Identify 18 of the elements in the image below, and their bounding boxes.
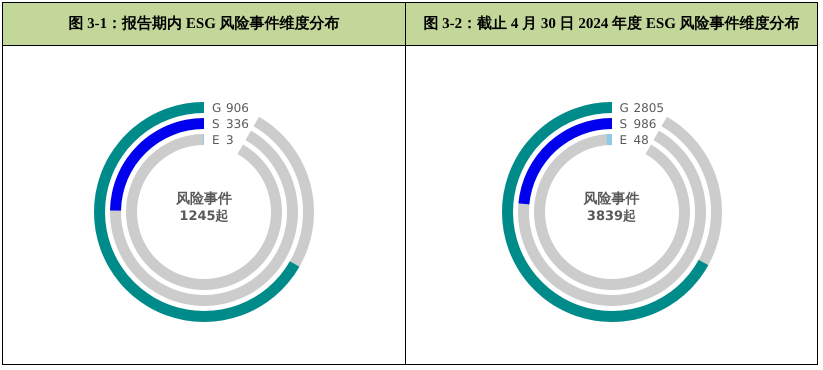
category-label: S [212,117,220,131]
data-label: 336 [226,117,249,131]
data-label: 2805 [634,101,664,115]
text: 图 3-2：截止 4 月 30 日 2024 年度 ESG 风险事件维度分布 [406,3,817,46]
text: 3839起 [586,208,638,226]
category-label: E [212,133,220,147]
category-label: G [212,101,222,115]
data-label: 906 [226,101,249,115]
text: 风险事件 [175,190,233,208]
text: 图 3-1：报告期内 ESG 风险事件维度分布 [3,3,405,46]
category-label: E [620,133,628,147]
category-label: S [620,117,628,131]
text: 1245起 [178,208,230,226]
data-label: 3 [226,133,234,147]
data-label: 986 [634,117,656,131]
category-label: G [620,101,629,115]
data-label: 48 [634,133,649,147]
text: 风险事件 [582,190,640,208]
